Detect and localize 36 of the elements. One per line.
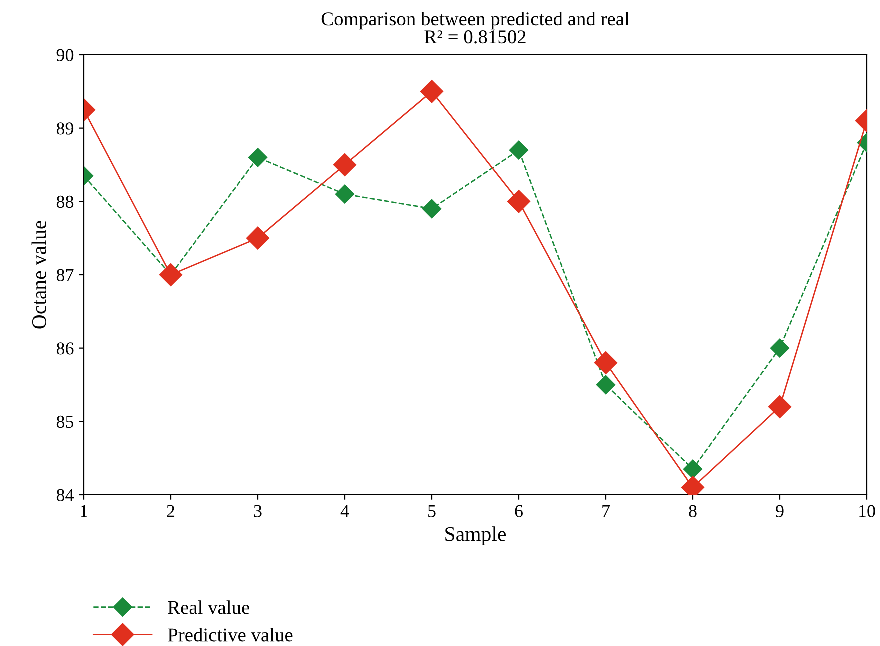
x-tick-label: 10	[860, 505, 876, 518]
x-tick-label: 5	[428, 505, 436, 518]
point	[335, 184, 355, 204]
y-tick-label: 86	[56, 342, 74, 355]
point	[420, 80, 444, 104]
x-tick-label: 2	[167, 505, 175, 518]
x-tick-label: 6	[515, 505, 523, 518]
y-tick-label: 87	[56, 269, 74, 282]
point	[334, 154, 356, 176]
y-axis-title: Octane value	[32, 221, 46, 329]
x-tick-label: 3	[254, 505, 262, 518]
point	[770, 338, 790, 358]
point	[246, 226, 270, 250]
chart-title: Comparison between predicted and real	[322, 12, 630, 30]
x-tick-label: 7	[602, 505, 610, 518]
x-tick-label: 4	[340, 505, 350, 518]
point	[509, 140, 529, 160]
point	[594, 352, 618, 374]
x-tick-label: 9	[776, 505, 784, 518]
point	[768, 396, 792, 418]
y-tick-label: 89	[56, 122, 74, 135]
legend-label: Real value	[168, 600, 250, 614]
point	[683, 460, 703, 479]
legend-label: Predictive value	[168, 628, 293, 642]
point	[248, 148, 268, 168]
y-tick-label: 85	[56, 416, 74, 428]
x-tick-label: 1	[81, 505, 88, 518]
point	[422, 199, 442, 219]
point	[508, 190, 530, 214]
y-tick-label: 90	[56, 49, 74, 62]
y-tick-label: 88	[56, 196, 74, 208]
y-tick-label: 84	[56, 489, 74, 502]
point	[596, 375, 616, 395]
chart-subtitle: R² = 0.81502	[424, 30, 526, 44]
x-tick-label: 8	[689, 505, 697, 518]
x-axis-title: Sample	[446, 526, 506, 546]
